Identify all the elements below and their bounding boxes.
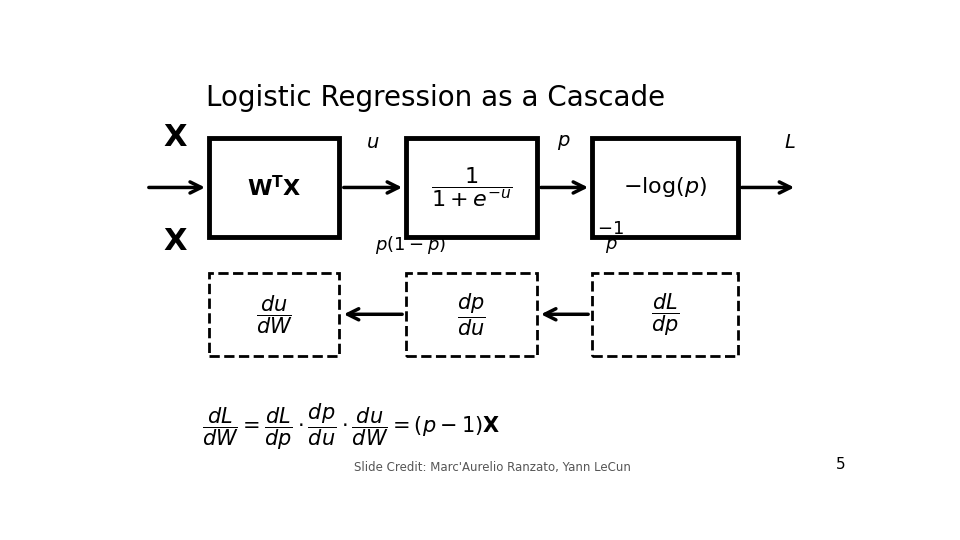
Text: $\mathbf{W}^\mathbf{T}\mathbf{X}$: $\mathbf{W}^\mathbf{T}\mathbf{X}$ [247, 175, 301, 200]
Text: $\mathbf{X}$: $\mathbf{X}$ [163, 227, 188, 256]
Bar [406, 273, 537, 356]
Text: $\dfrac{dp}{du}$: $\dfrac{dp}{du}$ [457, 291, 486, 338]
Text: 5: 5 [836, 457, 846, 472]
Bar [209, 273, 340, 356]
Text: $u$: $u$ [366, 133, 380, 152]
Text: $\mathbf{X}$: $\mathbf{X}$ [163, 123, 188, 152]
Text: Logistic Regression as a Cascade: Logistic Regression as a Cascade [205, 84, 664, 112]
Text: $\dfrac{dL}{dW} = \dfrac{dL}{dp} \cdot \dfrac{dp}{du} \cdot \dfrac{du}{dW} = (p-: $\dfrac{dL}{dW} = \dfrac{dL}{dp} \cdot \… [202, 401, 500, 452]
Bar [209, 138, 340, 238]
Bar [592, 138, 737, 238]
Text: $p(1-p)$: $p(1-p)$ [374, 234, 445, 256]
Text: $\dfrac{du}{dW}$: $\dfrac{du}{dW}$ [256, 293, 293, 335]
Text: $L$: $L$ [783, 133, 796, 152]
Text: $\dfrac{-1}{p}$: $\dfrac{-1}{p}$ [597, 219, 625, 256]
Text: $p$: $p$ [558, 133, 571, 152]
Text: $\dfrac{dL}{dp}$: $\dfrac{dL}{dp}$ [651, 291, 680, 338]
Bar [592, 273, 737, 356]
Text: $\dfrac{1}{1+e^{-u}}$: $\dfrac{1}{1+e^{-u}}$ [431, 166, 513, 210]
Text: Slide Credit: Marc'Aurelio Ranzato, Yann LeCun: Slide Credit: Marc'Aurelio Ranzato, Yann… [353, 461, 631, 474]
Bar [406, 138, 537, 238]
Text: $-\log(p)$: $-\log(p)$ [623, 176, 707, 199]
